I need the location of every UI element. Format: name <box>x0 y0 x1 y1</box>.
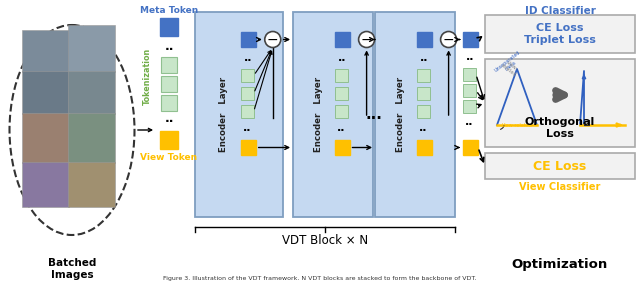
Text: ..: .. <box>244 53 253 63</box>
FancyBboxPatch shape <box>463 68 476 81</box>
Text: View-related: View-related <box>502 123 533 128</box>
Text: ..: .. <box>338 53 346 63</box>
FancyBboxPatch shape <box>241 140 256 155</box>
Text: ID Classifier: ID Classifier <box>525 6 595 16</box>
Text: ..: .. <box>465 117 474 127</box>
FancyBboxPatch shape <box>22 162 69 207</box>
FancyBboxPatch shape <box>463 84 476 97</box>
FancyBboxPatch shape <box>161 57 177 73</box>
Text: Encoder   Layer: Encoder Layer <box>219 77 228 152</box>
Text: Batched
Images: Batched Images <box>48 258 96 280</box>
FancyBboxPatch shape <box>335 69 348 82</box>
Text: ..: .. <box>337 123 346 133</box>
FancyBboxPatch shape <box>241 69 253 82</box>
FancyBboxPatch shape <box>22 113 69 163</box>
FancyBboxPatch shape <box>241 32 256 47</box>
Text: Unseparated
meta: Unseparated meta <box>493 50 525 78</box>
Text: Encoder   Layer: Encoder Layer <box>314 77 323 152</box>
FancyBboxPatch shape <box>22 30 69 72</box>
FancyBboxPatch shape <box>485 59 635 147</box>
Circle shape <box>265 31 281 48</box>
FancyBboxPatch shape <box>195 12 283 217</box>
Text: View Classifier: View Classifier <box>519 182 601 192</box>
FancyBboxPatch shape <box>22 71 69 114</box>
Text: −: − <box>443 33 454 47</box>
Text: View-
related: View- related <box>500 59 520 78</box>
FancyBboxPatch shape <box>335 105 348 118</box>
FancyBboxPatch shape <box>161 95 177 111</box>
FancyBboxPatch shape <box>335 140 349 155</box>
Text: Tokenization: Tokenization <box>143 48 152 105</box>
Text: Orthogonal
Loss: Orthogonal Loss <box>525 117 595 139</box>
Text: CE Loss: CE Loss <box>533 160 587 173</box>
Text: ..: .. <box>243 123 252 133</box>
Text: ..: .. <box>164 113 173 125</box>
Circle shape <box>358 31 374 48</box>
FancyBboxPatch shape <box>463 32 478 47</box>
Text: ..: .. <box>467 52 475 62</box>
Circle shape <box>440 31 456 48</box>
Text: Figure 3. Illustration of the VDT framework. N VDT blocks are stacked to form th: Figure 3. Illustration of the VDT framew… <box>163 276 477 281</box>
Text: ..: .. <box>420 53 428 63</box>
Text: −: − <box>361 33 372 47</box>
Text: Optimization: Optimization <box>512 258 608 271</box>
FancyBboxPatch shape <box>241 105 253 118</box>
FancyBboxPatch shape <box>68 71 115 114</box>
FancyBboxPatch shape <box>375 12 455 217</box>
FancyBboxPatch shape <box>417 87 429 100</box>
FancyBboxPatch shape <box>68 162 115 207</box>
FancyBboxPatch shape <box>160 18 178 36</box>
FancyBboxPatch shape <box>68 113 115 163</box>
FancyBboxPatch shape <box>293 12 373 217</box>
FancyBboxPatch shape <box>417 140 431 155</box>
Text: CE Loss
Triplet Loss: CE Loss Triplet Loss <box>524 23 596 45</box>
Text: −: − <box>267 33 278 47</box>
FancyBboxPatch shape <box>161 76 177 92</box>
FancyBboxPatch shape <box>417 32 431 47</box>
FancyBboxPatch shape <box>160 131 178 149</box>
FancyBboxPatch shape <box>463 100 476 113</box>
Text: ..: .. <box>164 40 173 53</box>
FancyBboxPatch shape <box>335 32 349 47</box>
FancyBboxPatch shape <box>68 25 115 72</box>
FancyBboxPatch shape <box>485 15 635 53</box>
FancyBboxPatch shape <box>417 69 429 82</box>
Text: Encoder   Layer: Encoder Layer <box>396 77 405 152</box>
Text: ...: ... <box>365 107 383 122</box>
Text: VDT Block × N: VDT Block × N <box>282 234 368 247</box>
FancyBboxPatch shape <box>241 87 253 100</box>
FancyBboxPatch shape <box>485 153 635 179</box>
FancyBboxPatch shape <box>463 140 478 155</box>
Text: View Token: View Token <box>140 153 198 162</box>
Text: Meta Token: Meta Token <box>140 6 198 15</box>
FancyBboxPatch shape <box>335 87 348 100</box>
FancyBboxPatch shape <box>417 105 429 118</box>
Text: ..: .. <box>419 123 428 133</box>
